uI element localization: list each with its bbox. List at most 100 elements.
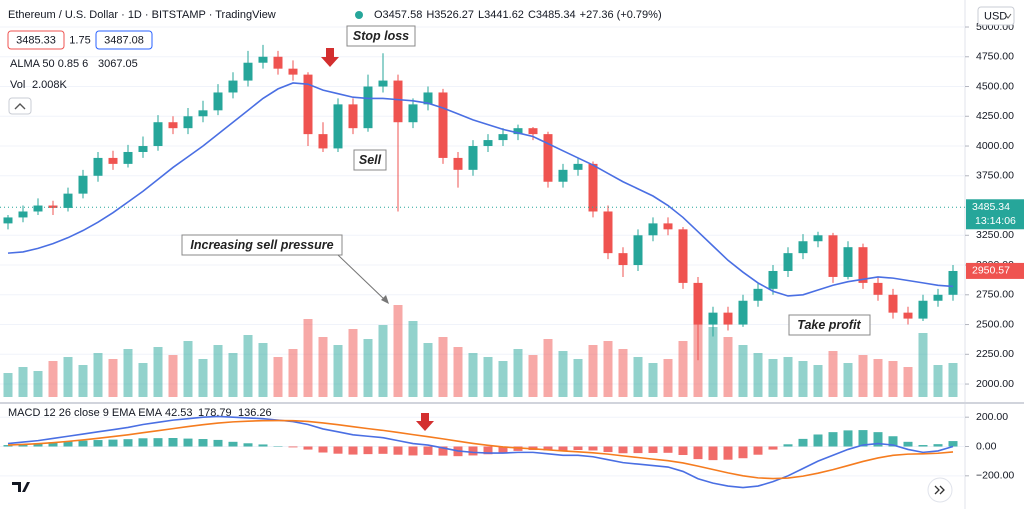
candle-body (423, 92, 433, 105)
volume-bar (528, 355, 538, 397)
candle-body (273, 56, 283, 69)
macd-bar (483, 446, 493, 455)
volume-bar (153, 347, 163, 397)
volume-bar (438, 337, 448, 397)
volume-bar (933, 365, 943, 397)
candle-body (738, 300, 748, 325)
y-tick-label: 4500.00 (976, 80, 1014, 92)
macd-bar (588, 446, 598, 451)
vol-value: 2.008K (32, 79, 68, 91)
volume-bar (948, 363, 958, 397)
macd-bar (843, 430, 853, 447)
currency-button[interactable] (977, 6, 1015, 26)
macd-bar (723, 446, 733, 460)
volume-bar (498, 361, 508, 397)
candle-body (828, 235, 838, 277)
candle-body (123, 151, 133, 164)
y-tick-label: 2000.00 (976, 378, 1014, 390)
candle-body (498, 134, 508, 141)
volume-bar (408, 321, 418, 397)
logo (12, 482, 30, 492)
macd-bar (333, 446, 343, 454)
macd-bar (33, 443, 43, 447)
y-tick-label: 3250.00 (976, 229, 1014, 241)
y-tick-label: 4000.00 (976, 140, 1014, 152)
alma-value: 3067.05 (98, 58, 138, 70)
macd-bar (798, 438, 808, 447)
candle-body (678, 229, 688, 283)
volume-bar (618, 349, 628, 397)
volume-bar (168, 355, 178, 397)
annotation-box (788, 314, 871, 336)
volume-bar (363, 339, 373, 397)
volume-bar (243, 335, 253, 397)
candle-body (573, 163, 583, 170)
volume-bar (378, 325, 388, 397)
candle-body (663, 223, 673, 230)
volume-bar (138, 363, 148, 397)
annotation-arrow (337, 254, 386, 301)
scroll-button[interactable] (927, 477, 953, 503)
macd-bar (663, 446, 673, 453)
y2-tick-label: −200.00 (976, 470, 1014, 482)
macd-bar (633, 446, 643, 454)
collapse-button[interactable] (8, 97, 32, 115)
macd-bar (393, 446, 403, 455)
candle-body (798, 241, 808, 254)
candle-body (378, 80, 388, 87)
macd-bar (138, 438, 148, 447)
candle-body (213, 92, 223, 111)
volume-bar (633, 357, 643, 397)
macd-bar (168, 438, 178, 447)
volume-bar (348, 329, 358, 397)
macd-bar (828, 432, 838, 447)
currency-caret (1004, 13, 1012, 19)
alma-price: 2950.57 (972, 265, 1010, 277)
y-tick-label: 4750.00 (976, 51, 1014, 63)
candle-body (288, 68, 298, 75)
volume-bar (18, 367, 28, 397)
candle-body (48, 205, 58, 208)
volume-bar (288, 349, 298, 397)
macd-bar (888, 436, 898, 447)
ohlc-item: O3457.58 (374, 9, 422, 21)
volume-bar (828, 351, 838, 397)
macd-bar (378, 446, 388, 454)
volume-bar (453, 347, 463, 397)
sell-arrow (321, 48, 339, 67)
alma-price-box (966, 262, 1024, 279)
volume-bar (108, 359, 118, 397)
volume-bar (873, 359, 883, 397)
macd-bar (543, 446, 553, 451)
macd-bar (78, 440, 88, 447)
macd-bar (18, 444, 28, 447)
ohlc-item: H3526.27 (426, 9, 474, 21)
candle-body (468, 146, 478, 170)
macd-bar (783, 444, 793, 447)
volume-bar (78, 365, 88, 397)
y-tick-label: 2250.00 (976, 348, 1014, 360)
candle-body (903, 312, 913, 319)
volume-bar (33, 371, 43, 397)
volume-bar (423, 343, 433, 397)
volume-bar (3, 373, 13, 397)
volume-bar (213, 345, 223, 397)
macd-bar (558, 446, 568, 451)
macd-bar (498, 446, 508, 453)
macd-bar (648, 446, 658, 453)
candle-body (318, 134, 328, 149)
volume-bar (888, 361, 898, 397)
candle-body (108, 157, 118, 164)
bid-box (7, 30, 65, 50)
macd-bar (183, 438, 193, 447)
status-dot (355, 11, 363, 19)
volume-bar (753, 353, 763, 397)
candle-body (843, 247, 853, 277)
candle-body (693, 282, 703, 325)
candle-body (588, 163, 598, 212)
volume-bar (513, 349, 523, 397)
annotation: Increasing sell pressure (190, 238, 333, 252)
candle-body (858, 247, 868, 283)
candle-body (78, 175, 88, 194)
